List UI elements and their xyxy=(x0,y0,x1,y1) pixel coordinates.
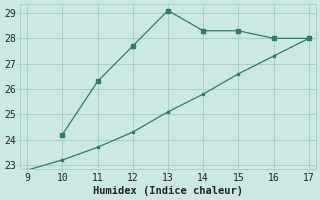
X-axis label: Humidex (Indice chaleur): Humidex (Indice chaleur) xyxy=(93,186,243,196)
